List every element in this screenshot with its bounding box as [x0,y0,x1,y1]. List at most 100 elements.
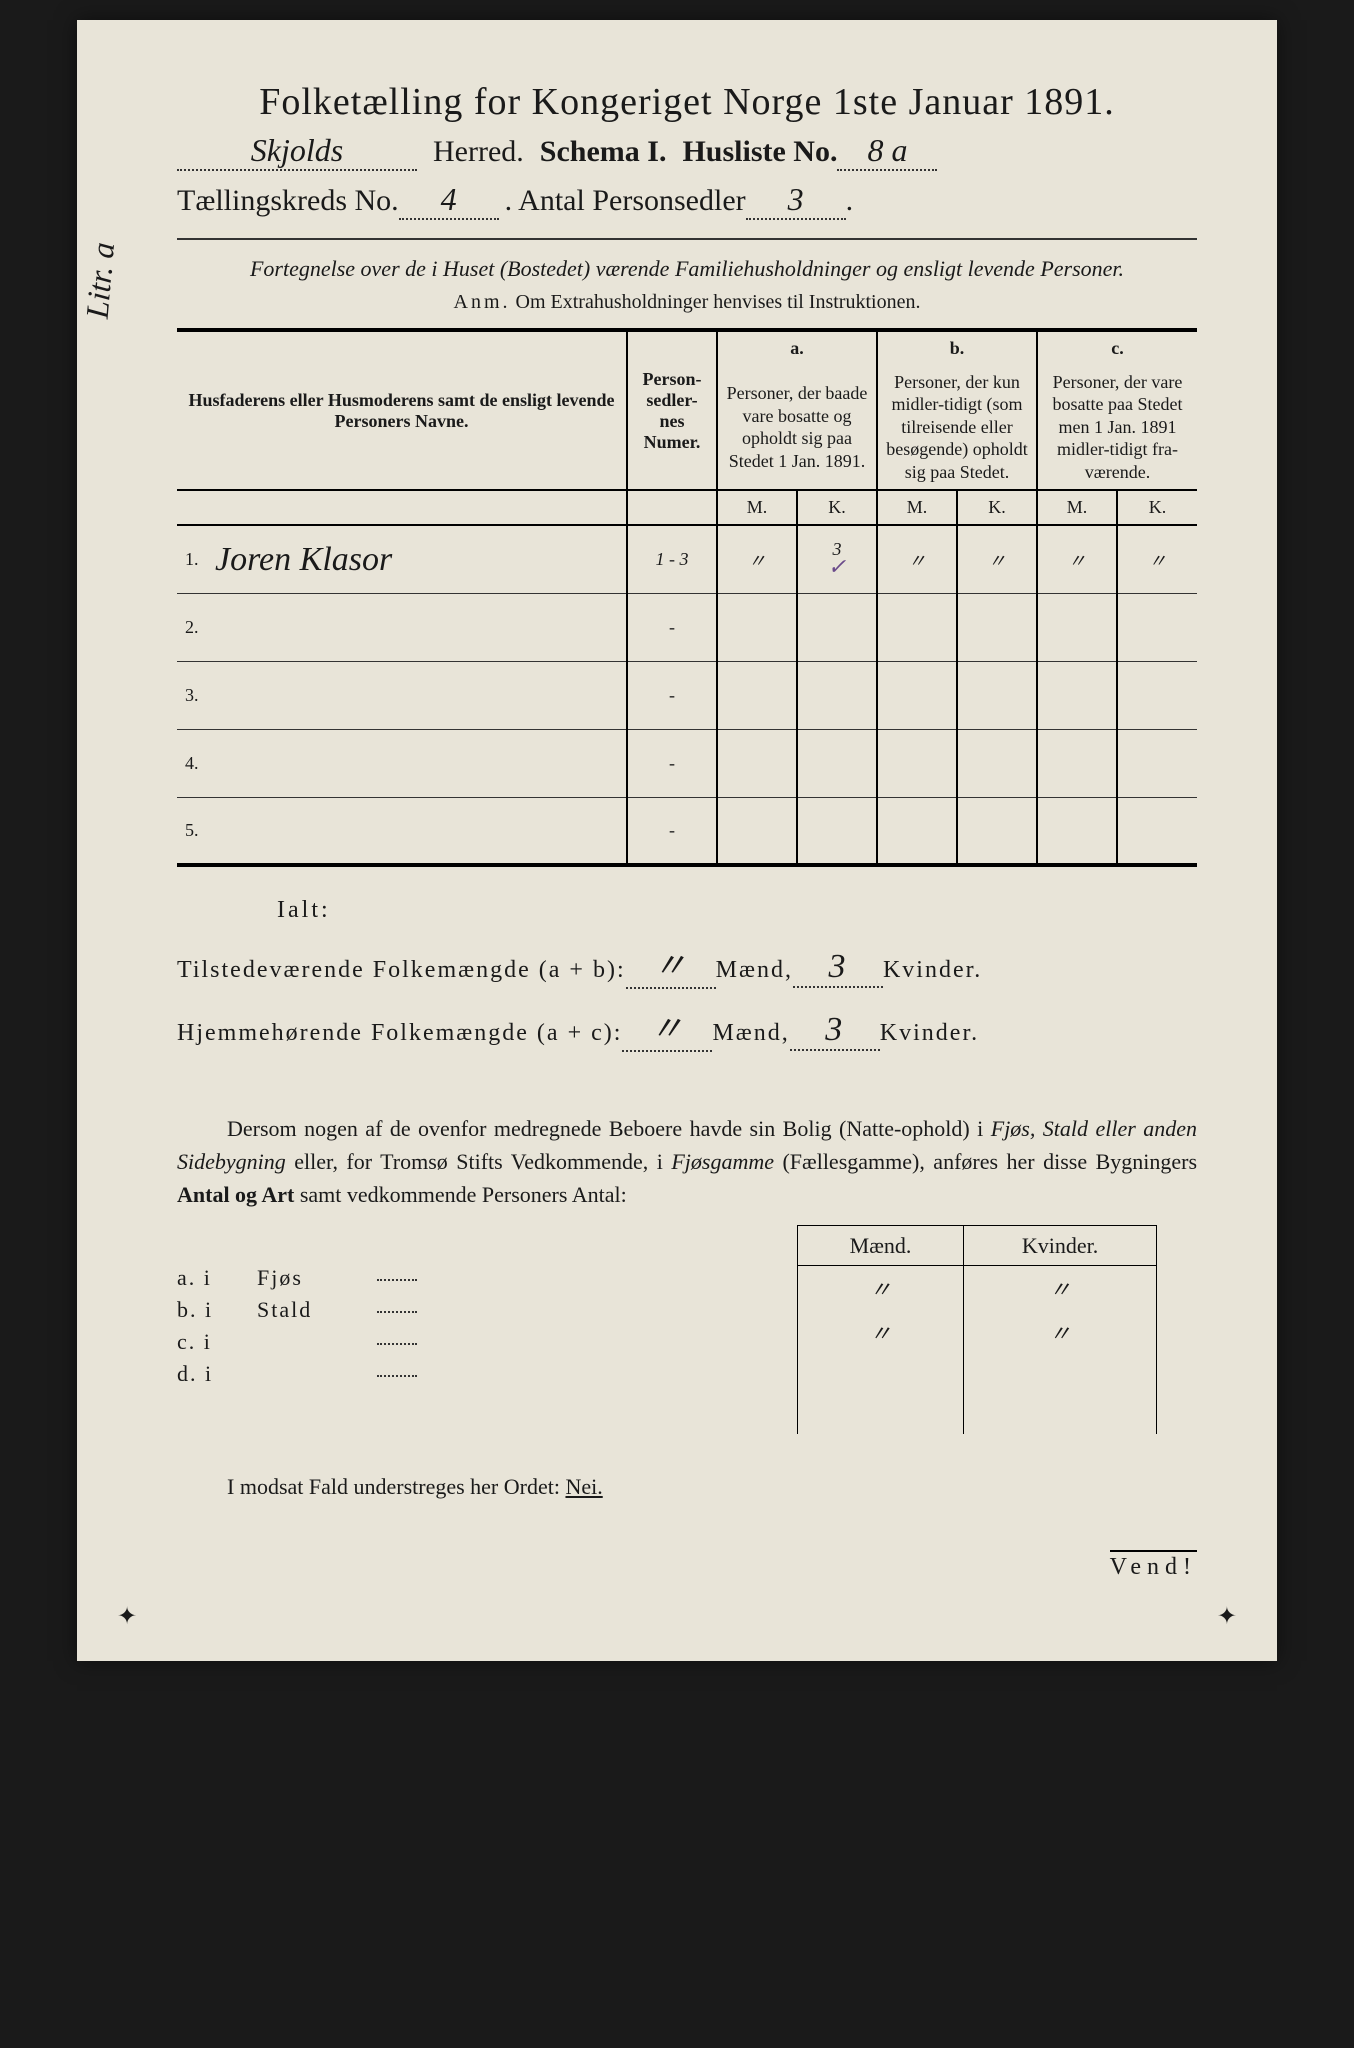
row-name [207,661,627,729]
row-a-m [717,593,797,661]
row-b-k [957,729,1037,797]
bottom-line: d. i [177,1361,797,1387]
col-c-text: Personer, der vare bosatte paa Stedet me… [1037,365,1197,491]
table-row: 3. - [177,661,1197,729]
row-c-m [1037,797,1117,865]
header-line-2: Tællingskreds No. 4 . Antal Personsedler… [177,181,1197,220]
anm-line: Anm. Om Extrahusholdninger henvises til … [177,291,1197,314]
page-title: Folketælling for Kongeriget Norge 1ste J… [177,80,1197,124]
mk-kvinder: Kvinder. [964,1226,1157,1266]
col-b-label: b. [877,330,1037,365]
col-b-m: M. [877,490,957,525]
row-sedler: - [627,593,717,661]
row-name [207,797,627,865]
nei-word: Nei. [565,1474,602,1499]
row-num: 3. [177,661,207,729]
maend-label: Mænd, [716,957,793,984]
bottom-lines: a. iFjøs b. iStald c. i d. i [177,1265,797,1393]
ialt-label: Ialt: [277,897,1197,924]
row-num: 4. [177,729,207,797]
herred-label: Herred. [433,135,524,169]
mk-k [964,1354,1157,1394]
kreds-value: 4 [399,181,499,220]
sum-line-1: Tilstedeværende Folkemængde (a + b): 〃 M… [177,938,1197,989]
corner-mark-br: ✦ [1217,1602,1237,1631]
row-name [207,729,627,797]
sum-label-2: Hjemmehørende Folkemængde (a + c): [177,1020,622,1047]
mk-m [798,1354,964,1394]
col-c-k: K. [1117,490,1197,525]
bottom-combined: a. iFjøs b. iStald c. i d. i Mænd. Kvinder.… [177,1211,1197,1434]
row-b-k: 〃 [957,525,1037,593]
maend-label-2: Mænd, [712,1020,789,1047]
corner-mark-bl: ✦ [117,1602,137,1631]
row-a-m: 〃 [717,525,797,593]
anm-text: Om Extrahusholdninger henvises til Instr… [516,291,921,313]
mk-table: Mænd. Kvinder. 〃〃〃〃 [797,1225,1157,1434]
row-b-m [877,729,957,797]
antal-label: Antal Personsedler [518,184,745,218]
row-a-k [797,661,877,729]
mk-row [798,1354,1157,1394]
sum-line-2: Hjemmehørende Folkemængde (a + c): 〃 Mæn… [177,1001,1197,1052]
row-num: 2. [177,593,207,661]
row-a-k [797,797,877,865]
bottom-line: a. iFjøs [177,1265,797,1291]
row-sedler: - [627,797,717,865]
schema-label: Schema I. [540,135,667,169]
row-c-k [1117,661,1197,729]
row-c-m: 〃 [1037,525,1117,593]
row-b-m [877,661,957,729]
row-a-k [797,593,877,661]
sum-label-1: Tilstedeværende Folkemængde (a + b): [177,957,626,984]
table-row: 1.Joren Klasor1 - 3〃3✓〃〃〃〃 [177,525,1197,593]
census-form-page: Litr. a Folketælling for Kongeriget Norg… [77,20,1277,1661]
col-names-header: Husfaderens eller Husmoderens samt de en… [177,330,627,491]
row-sedler: - [627,661,717,729]
para-t1: Dersom nogen af de ovenfor medregnede Be… [227,1116,991,1141]
row-name [207,593,627,661]
row-b-k [957,661,1037,729]
row-c-k [1117,593,1197,661]
side-annotation: Litr. a [79,241,123,320]
bline-word: Stald [257,1297,377,1323]
mk-k: 〃 [964,1266,1157,1311]
kvinder-label-2: Kvinder. [880,1020,979,1047]
mk-k: 〃 [964,1310,1157,1354]
nei-text: I modsat Fald understreges her Ordet: [227,1474,565,1499]
sum2-m: 〃 [622,1001,712,1052]
divider [177,238,1197,240]
col-c-m: M. [1037,490,1117,525]
ialt-section: Ialt: Tilstedeværende Folkemængde (a + b… [177,897,1197,1052]
mk-row [798,1394,1157,1434]
bottom-line: c. i [177,1329,797,1355]
row-c-m [1037,661,1117,729]
bline-dots [377,1279,417,1281]
bline-word: Fjøs [257,1265,377,1291]
row-a-m [717,729,797,797]
nei-line: I modsat Fald understreges her Ordet: Ne… [177,1474,1197,1500]
row-c-m [1037,729,1117,797]
mk-m [798,1394,964,1434]
antal-value: 3 [746,181,846,220]
header-line-1: Skjolds Herred. Schema I. Husliste No. 8… [177,132,1197,171]
mk-m: 〃 [798,1266,964,1311]
anm-label: Anm. [454,291,511,313]
subtitle: Fortegnelse over de i Huset (Bostedet) v… [177,254,1197,285]
bline-dots [377,1311,417,1313]
row-a-m [717,661,797,729]
row-a-m [717,797,797,865]
col-a-text: Personer, der baade vare bosatte og opho… [717,365,877,491]
table-row: 2. - [177,593,1197,661]
table-row: 4.- [177,729,1197,797]
col-a-label: a. [717,330,877,365]
husliste-label: Husliste No. [682,135,837,169]
row-b-k [957,797,1037,865]
mk-m: 〃 [798,1310,964,1354]
bottom-line: b. iStald [177,1297,797,1323]
main-table: Husfaderens eller Husmoderens samt de en… [177,328,1197,868]
sum1-m: 〃 [626,938,716,989]
row-c-k [1117,729,1197,797]
mk-k [964,1394,1157,1434]
col-a-k: K. [797,490,877,525]
